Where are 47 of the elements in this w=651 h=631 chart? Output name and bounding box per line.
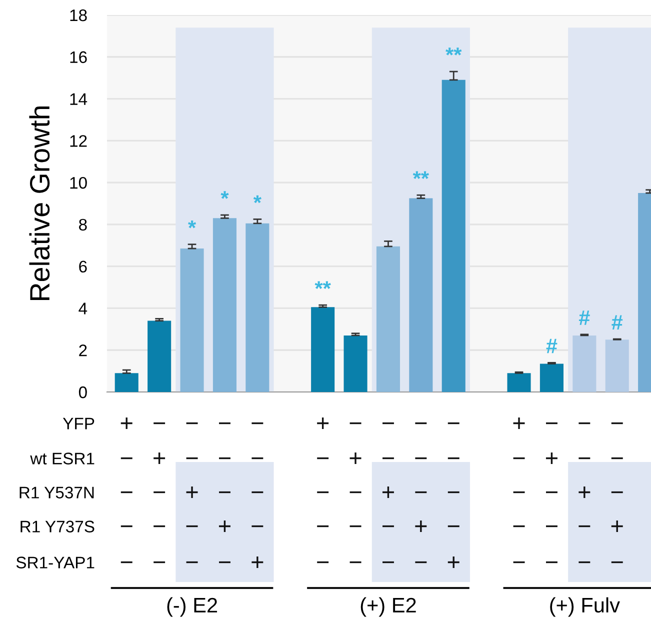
text: − − − − + − − − − + − − − − xyxy=(120,556,623,568)
text: − − + − − − − + − − − − + − xyxy=(120,486,623,498)
data-label: # xyxy=(546,338,558,354)
text: R1 Y737S xyxy=(20,520,94,532)
data-label: * xyxy=(188,220,196,228)
data-label: * xyxy=(220,191,229,199)
y-tick-label: 0 xyxy=(78,386,87,398)
bar xyxy=(540,364,564,392)
bar xyxy=(605,340,629,392)
data-label: # xyxy=(612,315,623,330)
y-tick-label: 18 xyxy=(70,9,87,22)
data-label: * xyxy=(253,195,262,204)
y-tick-label: 16 xyxy=(70,51,87,64)
bar xyxy=(376,246,400,392)
y-tick-label: 2 xyxy=(79,344,87,356)
text: − + − − − − + − − − − + − − xyxy=(120,452,623,464)
data-label: ** xyxy=(446,48,462,56)
text: − − − + − − − − + − − − − + xyxy=(120,520,623,532)
y-tick-label: 6 xyxy=(79,260,87,273)
bar xyxy=(212,218,236,392)
text: wt ESR1 xyxy=(30,452,94,464)
bar xyxy=(572,335,596,392)
text: R1 Y537N xyxy=(20,486,94,498)
bar xyxy=(180,248,204,392)
text: YFP xyxy=(62,418,94,430)
bar xyxy=(114,373,138,392)
bar xyxy=(246,223,270,392)
bar xyxy=(148,320,172,392)
data-label: ** xyxy=(412,171,430,179)
bar xyxy=(409,198,433,392)
data-label: ** xyxy=(314,281,331,289)
y-axis-title: Relative Growth xyxy=(29,106,50,300)
text: (+) Fulv xyxy=(550,597,620,617)
bar xyxy=(507,373,531,392)
text: + − − − − + − − − − + − − − xyxy=(120,417,623,430)
bar xyxy=(311,307,335,392)
y-tick-label: 10 xyxy=(70,176,87,189)
y-tick-label: 14 xyxy=(70,93,88,105)
bar xyxy=(344,335,368,392)
text: (-) E2 xyxy=(167,597,218,617)
y-tick-label: 4 xyxy=(78,302,88,314)
text: (+) E2 xyxy=(360,597,416,617)
data-label: # xyxy=(578,310,590,325)
text: SR1-YAP1 xyxy=(16,556,94,568)
y-tick-label: 12 xyxy=(70,135,87,147)
bar xyxy=(442,80,466,392)
y-tick-label: 8 xyxy=(79,218,87,231)
